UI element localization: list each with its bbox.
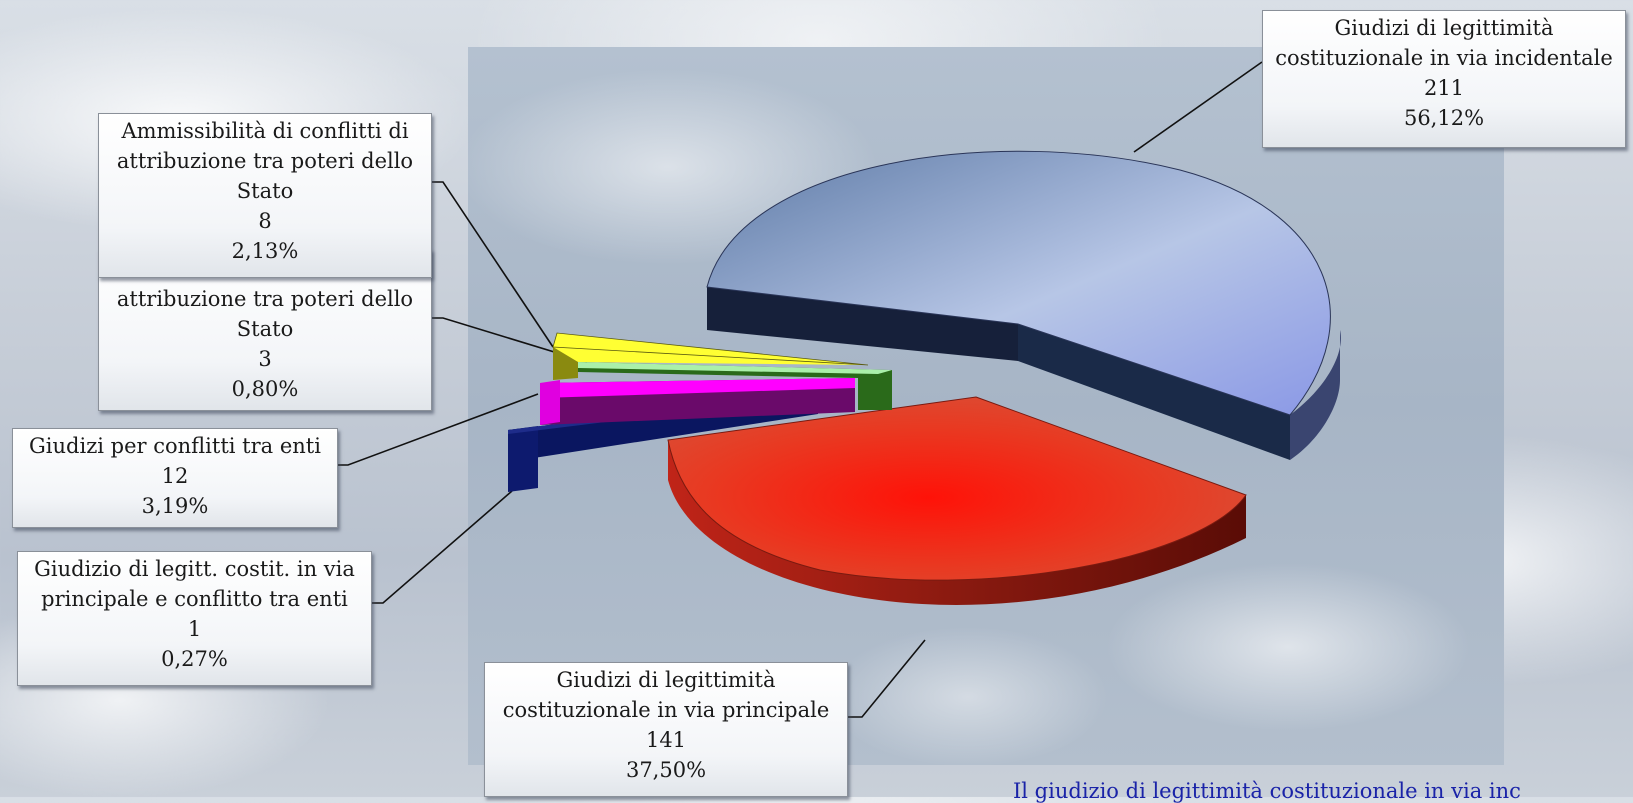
- pie-slice-principale: [667, 396, 1247, 605]
- leader-line-misto: [372, 490, 513, 604]
- label-incidentale: Giudizi di legittimità costituzionale in…: [1262, 10, 1626, 148]
- pie-slice-poteri: [578, 362, 892, 410]
- leader-line-ammissibilita: [432, 181, 554, 348]
- label-misto: Giudizio di legitt. costit. in via princ…: [17, 551, 372, 686]
- pie-slice-ammissibilita: [552, 332, 869, 380]
- leader-line-principale: [848, 639, 926, 718]
- leader-line-poteri: [432, 317, 588, 363]
- label-principale: Giudizi di legittimità costituzionale in…: [484, 662, 848, 797]
- pie-slice-incidentale: [706, 150, 1341, 460]
- label-ammissibilita: Ammissibilità di conflitti di attribuzio…: [98, 113, 432, 278]
- label-enti: Giudizi per conflitti tra enti 12 3,19%: [12, 428, 338, 528]
- leader-line-incidentale: [1133, 61, 1263, 153]
- pie-slice-enti: [540, 378, 855, 425]
- footer-text: Il giudizio di legittimità costituzional…: [1013, 779, 1521, 803]
- leader-line-enti: [338, 393, 539, 466]
